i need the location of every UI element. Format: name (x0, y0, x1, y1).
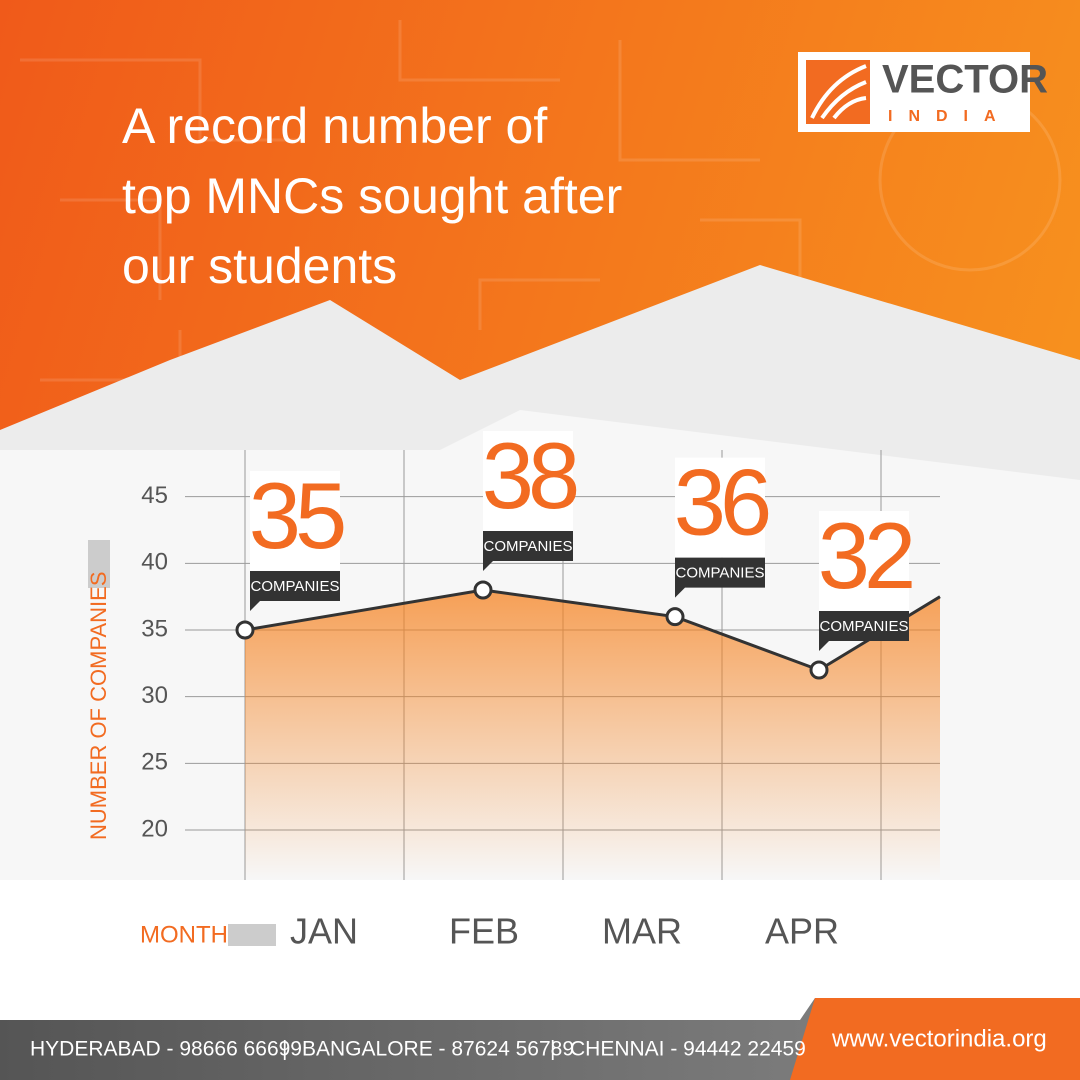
contact: BANGALORE - 87624 56789 (302, 1038, 574, 1061)
label-box (819, 511, 909, 611)
title-line: top MNCs sought after (122, 168, 622, 224)
contact: CHENNAI - 94442 22459 (570, 1038, 806, 1061)
point (809, 660, 829, 680)
lower-panel (0, 880, 1080, 1020)
y-axis-label: NUMBER OF COMPANIES (86, 571, 111, 840)
label-tag (819, 611, 909, 651)
label-box (675, 457, 765, 558)
separator: | (282, 1038, 287, 1061)
point (665, 607, 685, 627)
title-line: our students (122, 238, 397, 294)
y-tick-label: 30 (141, 682, 168, 709)
x-tick-label: FEB (449, 911, 519, 952)
y-tick-label: 20 (141, 815, 168, 842)
logo: VECTOR INDIA (798, 52, 1048, 132)
data-label-unit: COMPANIES (484, 538, 573, 555)
chart: 20 25 30 35 40 45 35 COMPANIES 38 COMPANIES 36 COMP… (141, 423, 941, 880)
data-label: 38 (482, 423, 577, 528)
footer-accent (790, 998, 1080, 1080)
label-tag (483, 531, 573, 571)
y-tick-label: 35 (141, 615, 168, 642)
logo-name: VECTOR (882, 58, 1048, 102)
separator: | (550, 1038, 555, 1061)
x-legend-swatch (228, 924, 276, 946)
y-legend-swatch (88, 540, 110, 588)
y-tick-label: 25 (141, 749, 168, 776)
x-tick-label: APR (765, 911, 839, 952)
data-label-unit: COMPANIES (820, 618, 909, 635)
y-tick-label: 40 (141, 549, 168, 576)
logo-swoosh (810, 64, 867, 120)
data-label: 32 (818, 503, 912, 608)
label-tag (675, 557, 765, 598)
logo-sub: INDIA (888, 108, 1012, 125)
area (245, 590, 940, 880)
data-label-unit: COMPANIES (676, 565, 765, 582)
label-box (250, 471, 340, 571)
point (235, 620, 255, 640)
point (473, 580, 493, 600)
label-box (483, 431, 573, 531)
data-label: 36 (674, 449, 769, 554)
data-label-unit: COMPANIES (251, 578, 340, 595)
x-tick-label: JAN (290, 911, 358, 952)
website[interactable]: www.vectorindia.org (831, 1025, 1047, 1052)
x-axis-label: MONTH (140, 921, 228, 948)
label-tag (250, 571, 340, 611)
x-tick-label: MAR (602, 911, 682, 952)
title-line: A record number of (122, 98, 547, 154)
data-label: 35 (249, 463, 344, 568)
y-tick-label: 45 (141, 482, 168, 509)
contact: HYDERABAD - 98666 66699 (30, 1038, 302, 1061)
